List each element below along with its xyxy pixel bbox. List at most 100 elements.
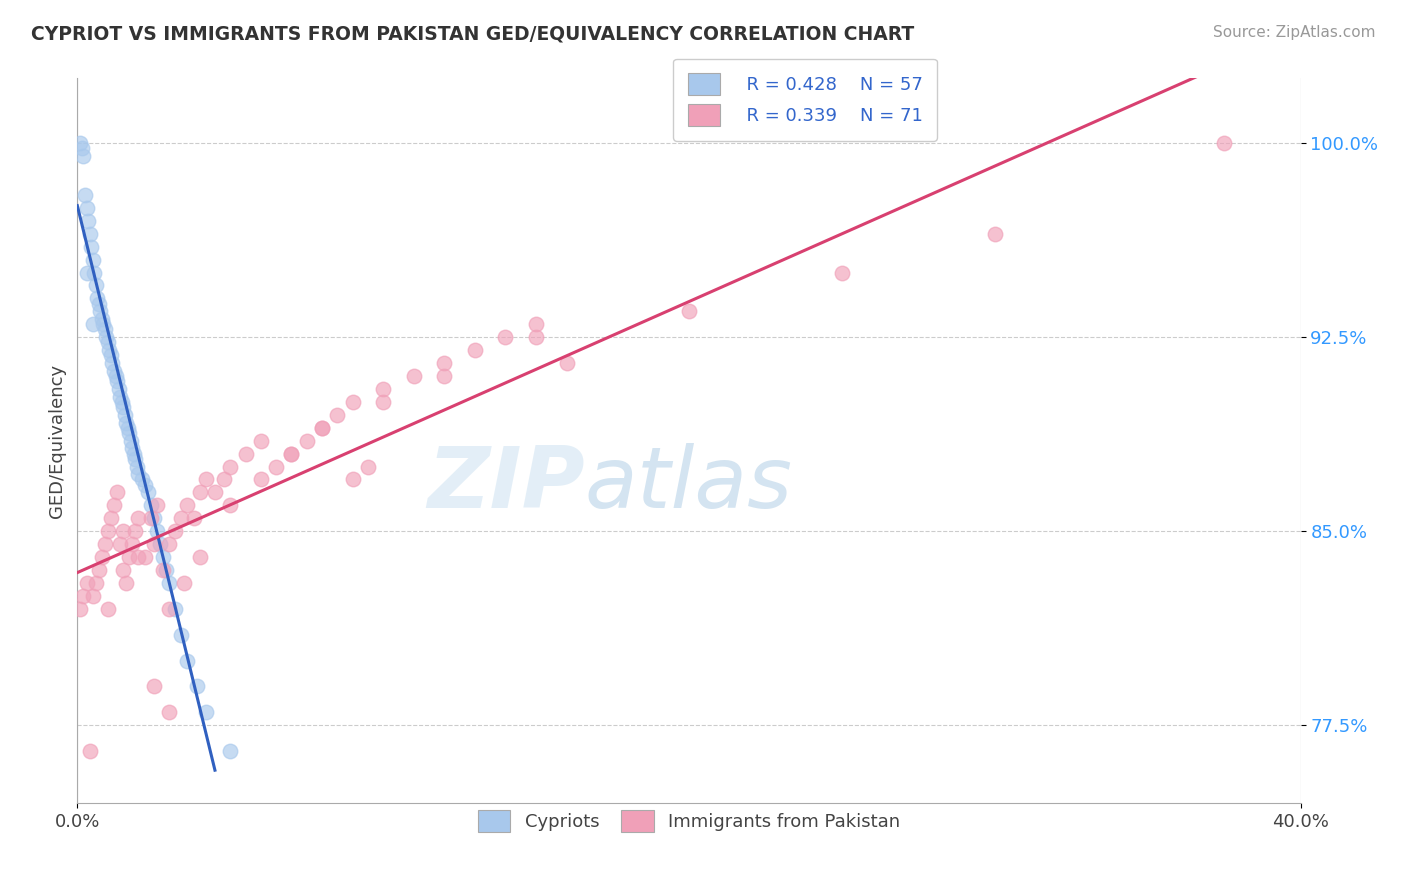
Point <box>91 317 114 331</box>
Point <box>114 408 136 422</box>
Point <box>831 266 853 280</box>
Point <box>219 744 242 758</box>
Point <box>250 434 273 448</box>
Point <box>100 511 122 525</box>
Point <box>90 312 112 326</box>
Point <box>70 141 93 155</box>
Legend: Cypriots, Immigrants from Pakistan: Cypriots, Immigrants from Pakistan <box>468 801 910 841</box>
Point <box>152 563 174 577</box>
Point <box>97 524 120 538</box>
Point <box>69 601 91 615</box>
Point <box>173 575 195 590</box>
Point <box>127 467 149 482</box>
Point <box>342 394 364 409</box>
Point <box>86 291 108 305</box>
Point <box>142 537 165 551</box>
Point <box>678 304 700 318</box>
Point <box>118 425 141 440</box>
Point <box>433 356 456 370</box>
Point <box>176 654 198 668</box>
Point <box>89 304 111 318</box>
Point <box>155 563 177 577</box>
Point <box>97 601 120 615</box>
Point <box>98 343 121 357</box>
Point <box>524 330 547 344</box>
Point <box>108 537 131 551</box>
Point <box>219 459 242 474</box>
Point <box>72 589 94 603</box>
Point <box>131 473 153 487</box>
Point <box>1213 136 1236 150</box>
Point <box>311 420 333 434</box>
Point <box>127 549 149 564</box>
Point <box>311 420 333 434</box>
Point <box>76 201 98 215</box>
Point <box>235 447 257 461</box>
Point <box>112 563 135 577</box>
Point <box>139 498 162 512</box>
Point <box>90 549 112 564</box>
Point <box>107 382 129 396</box>
Point <box>464 343 486 357</box>
Point <box>188 549 211 564</box>
Point <box>204 485 226 500</box>
Point <box>103 498 125 512</box>
Point <box>94 537 117 551</box>
Point <box>170 511 193 525</box>
Point <box>165 601 187 615</box>
Y-axis label: GED/Equivalency: GED/Equivalency <box>48 364 66 517</box>
Point <box>165 524 187 538</box>
Point <box>183 511 205 525</box>
Point <box>83 266 105 280</box>
Point <box>105 485 128 500</box>
Point <box>402 368 425 383</box>
Point <box>186 680 208 694</box>
Point <box>342 473 364 487</box>
Text: Source: ZipAtlas.com: Source: ZipAtlas.com <box>1212 25 1375 40</box>
Text: ZIP: ZIP <box>427 442 585 525</box>
Point <box>103 364 125 378</box>
Point <box>124 451 146 466</box>
Point <box>157 575 180 590</box>
Point <box>87 296 110 310</box>
Point <box>97 335 120 350</box>
Point <box>79 744 101 758</box>
Point <box>152 549 174 564</box>
Point <box>115 416 138 430</box>
Point <box>108 390 131 404</box>
Point <box>100 348 122 362</box>
Point <box>80 239 103 253</box>
Point <box>157 705 180 719</box>
Point <box>79 227 101 241</box>
Point <box>134 549 156 564</box>
Point <box>73 187 96 202</box>
Point <box>176 498 198 512</box>
Point <box>146 524 169 538</box>
Point <box>94 322 117 336</box>
Point <box>84 575 107 590</box>
Point <box>194 705 217 719</box>
Point <box>212 473 235 487</box>
Point <box>121 537 143 551</box>
Point <box>157 601 180 615</box>
Point <box>170 628 193 642</box>
Point <box>188 485 211 500</box>
Point <box>76 266 98 280</box>
Point <box>264 459 287 474</box>
Point <box>84 278 107 293</box>
Point <box>77 213 100 227</box>
Point <box>219 498 242 512</box>
Point <box>326 408 349 422</box>
Point <box>82 317 104 331</box>
Text: CYPRIOT VS IMMIGRANTS FROM PAKISTAN GED/EQUIVALENCY CORRELATION CHART: CYPRIOT VS IMMIGRANTS FROM PAKISTAN GED/… <box>31 25 914 44</box>
Point <box>72 149 94 163</box>
Point <box>984 227 1007 241</box>
Point <box>357 459 380 474</box>
Point <box>111 394 134 409</box>
Point <box>250 473 273 487</box>
Point <box>122 447 145 461</box>
Point <box>142 511 165 525</box>
Point <box>136 485 159 500</box>
Point <box>371 394 394 409</box>
Point <box>125 459 148 474</box>
